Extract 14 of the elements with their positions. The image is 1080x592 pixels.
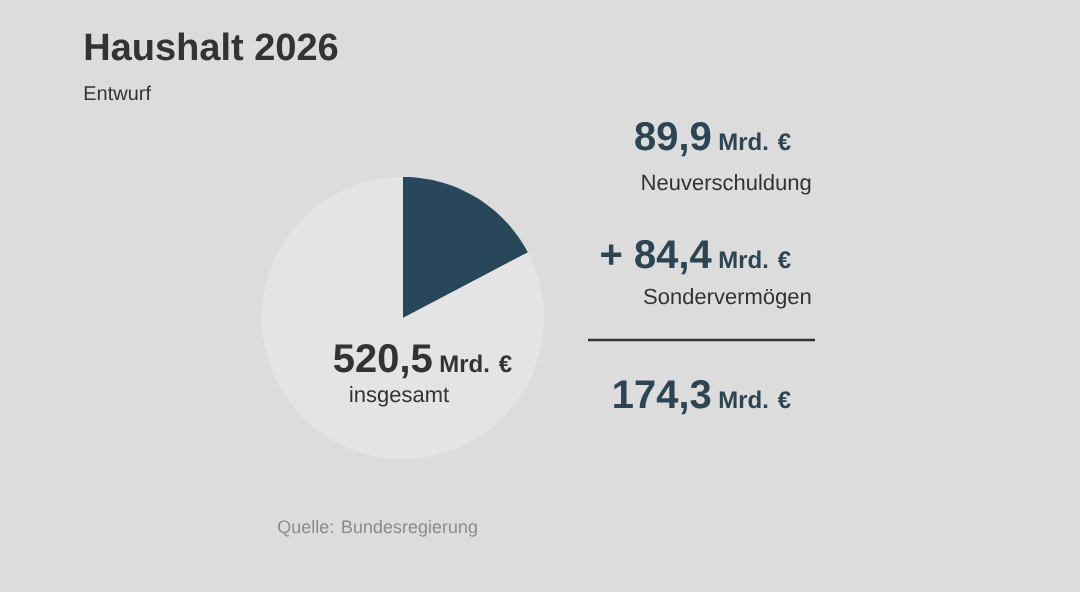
text: 174,3 <box>614 380 711 415</box>
text: Mrd. € <box>440 354 512 373</box>
text: Neuverschuldung <box>642 174 811 195</box>
text: 89,9 <box>635 122 711 157</box>
text: Mrd. € <box>719 390 791 409</box>
text: insgesamt <box>350 386 449 407</box>
text: Mrd. € <box>719 132 791 151</box>
text: 520,5 <box>333 344 432 379</box>
text: Mrd. € <box>719 250 791 269</box>
chart-subtitle: Entwurf <box>84 85 152 101</box>
text: Sondervermögen <box>644 288 811 309</box>
chart-title: Haushalt 2026 <box>85 32 338 61</box>
text: + 84,4 <box>601 240 712 275</box>
source-note: Quelle: Bundesregierung <box>278 519 477 537</box>
